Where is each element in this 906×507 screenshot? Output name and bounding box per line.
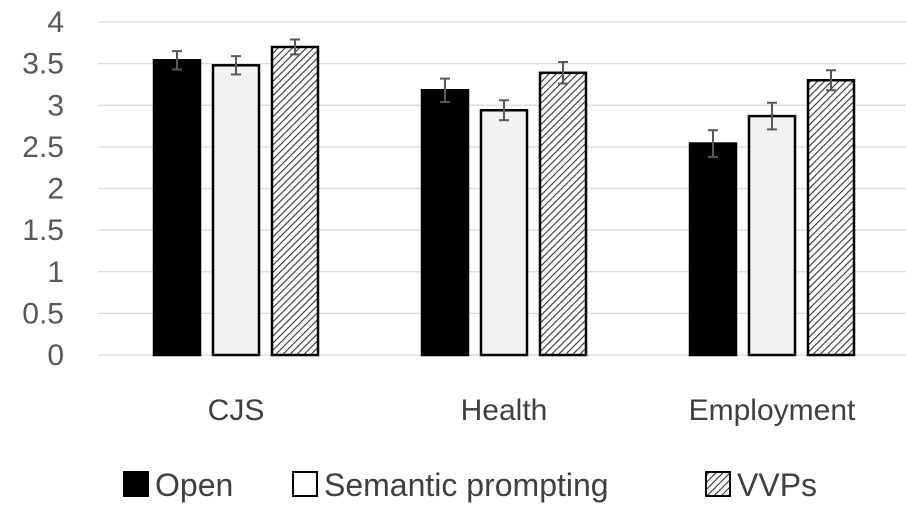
legend-label: Open xyxy=(155,467,233,503)
error-bar xyxy=(499,99,509,122)
y-tick-label: 1.5 xyxy=(22,214,64,247)
x-category-label: Employment xyxy=(689,394,856,427)
error-bars xyxy=(172,38,836,158)
legend-item: Open xyxy=(123,467,233,503)
error-bar xyxy=(231,55,241,76)
y-axis-tick-labels: 0 0.5 1 1.5 2 2.5 3 3.5 4 xyxy=(22,6,64,372)
bar-open-employment xyxy=(688,142,738,357)
legend: Open Semantic prompting VVPs xyxy=(123,467,817,503)
bar-vvps-health xyxy=(538,71,588,357)
error-bar xyxy=(767,101,777,131)
y-tick-label: 1 xyxy=(47,256,64,289)
error-bar xyxy=(290,38,300,56)
y-tick-label: 0 xyxy=(47,339,64,372)
legend-swatch xyxy=(123,471,149,497)
error-bar xyxy=(558,60,568,85)
bars xyxy=(152,45,856,357)
legend-item: VVPs xyxy=(705,467,817,503)
bar-semantic-prompting-employment xyxy=(747,114,797,357)
bar-semantic-prompting-health xyxy=(479,108,529,357)
legend-label: VVPs xyxy=(737,467,817,503)
bar-open-health xyxy=(420,89,470,357)
error-bar xyxy=(708,129,718,158)
x-category-label: CJS xyxy=(208,394,265,427)
bar-open-cjs xyxy=(152,59,202,357)
error-bar xyxy=(826,69,836,92)
y-tick-label: 4 xyxy=(47,6,64,39)
bar-semantic-prompting-cjs xyxy=(211,64,261,357)
y-tick-label: 0.5 xyxy=(22,297,64,330)
bar-vvps-cjs xyxy=(270,45,320,357)
y-tick-label: 2 xyxy=(47,173,64,206)
error-bar xyxy=(172,50,182,71)
bar-vvps-employment xyxy=(806,79,856,357)
y-tick-label: 2.5 xyxy=(22,131,64,164)
y-tick-label: 3.5 xyxy=(22,48,64,81)
legend-label: Semantic prompting xyxy=(324,467,609,503)
x-axis-category-labels: CJS Health Employment xyxy=(208,394,856,427)
legend-item: Semantic prompting xyxy=(292,467,609,503)
legend-swatch xyxy=(292,471,318,497)
legend-swatch xyxy=(705,471,731,497)
error-bar xyxy=(440,77,450,103)
y-tick-label: 3 xyxy=(47,89,64,122)
x-category-label: Health xyxy=(461,394,548,427)
